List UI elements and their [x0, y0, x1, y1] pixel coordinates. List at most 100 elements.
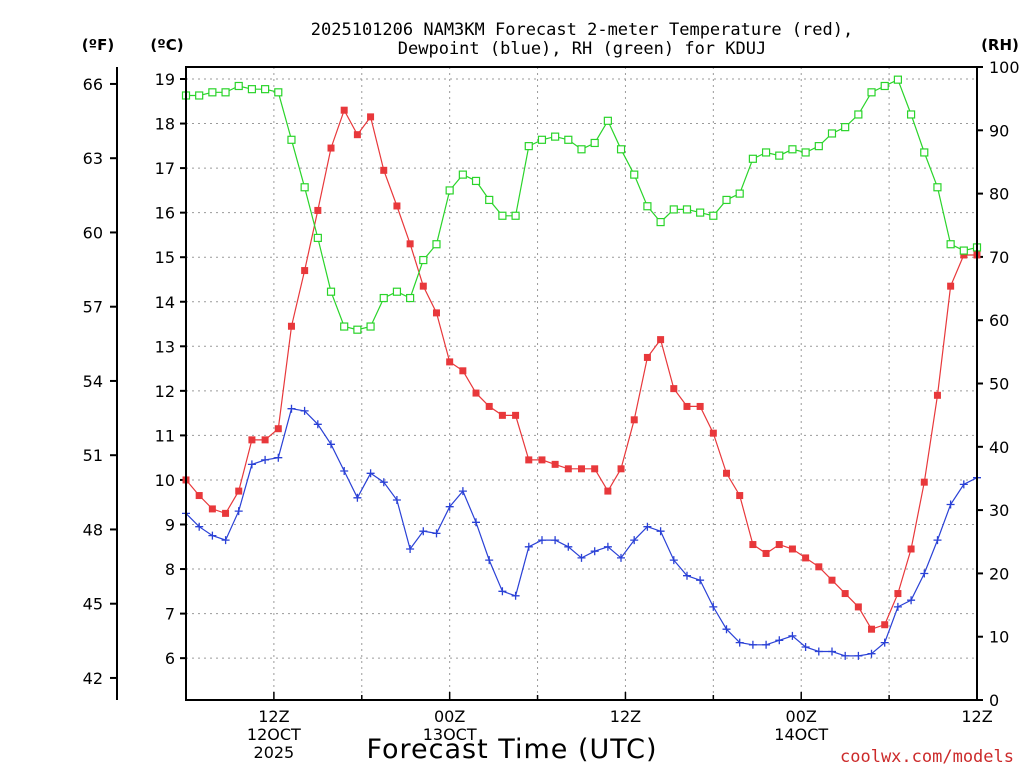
- rh-point: [761, 148, 771, 157]
- temperature-point: [630, 416, 638, 424]
- celsius-tick-label: 12: [155, 382, 175, 401]
- time-tick-label: 2025: [254, 743, 295, 762]
- rh-point: [867, 88, 876, 97]
- temperature-point: [788, 545, 796, 553]
- fahrenheit-tick-label: 60: [83, 223, 103, 242]
- celsius-tick-label: 18: [155, 115, 175, 134]
- dewpoint-point: [524, 542, 533, 551]
- series-dewpoint: [182, 404, 981, 660]
- dewpoint-point: [432, 529, 441, 538]
- temperature-point: [327, 144, 335, 152]
- series-temperature: [182, 106, 981, 633]
- rh-point: [261, 85, 270, 94]
- rh-point: [524, 142, 533, 151]
- rh-point: [432, 240, 441, 249]
- rh-axis: 0 10 20 30 40 50 60 70 80 90 100: [977, 58, 1020, 710]
- temperature-point: [578, 465, 585, 473]
- temperature-point: [406, 240, 414, 248]
- dewpoint-point: [195, 522, 204, 531]
- temperature-point: [604, 487, 612, 495]
- rh-point: [498, 211, 507, 220]
- dewpoint-point: [788, 631, 797, 640]
- rh-point: [577, 145, 586, 154]
- time-tick-label: 12OCT: [247, 725, 301, 744]
- temperature-point: [393, 202, 401, 210]
- rh-point: [959, 246, 968, 255]
- temperature-point: [432, 309, 440, 317]
- dewpoint-point: [379, 478, 388, 487]
- dewpoint-point: [669, 556, 678, 565]
- rh-point: [221, 88, 230, 97]
- temperature-point: [222, 509, 230, 517]
- dewpoint-point: [775, 636, 784, 645]
- temperature-point: [367, 113, 375, 121]
- dewpoint-point: [340, 467, 349, 475]
- time-tick-label: 12Z: [610, 707, 641, 726]
- dewpoint-point: [551, 536, 560, 545]
- dewpoint-point: [445, 502, 454, 511]
- temperature-point: [498, 411, 506, 419]
- rh-point: [603, 116, 612, 125]
- rh-point: [880, 81, 889, 91]
- dewpoint-point: [828, 647, 836, 656]
- rh-tick-label: 100: [989, 58, 1020, 77]
- temperature-point: [723, 469, 731, 477]
- rh-point: [814, 142, 823, 151]
- rh-tick-label: 30: [989, 501, 1009, 520]
- fahrenheit-tick-label: 63: [83, 149, 103, 168]
- dewpoint-point: [564, 542, 573, 551]
- temperature-point: [419, 282, 427, 290]
- dewpoint-point: [261, 455, 270, 464]
- temperature-point: [459, 367, 467, 375]
- rh-point: [735, 189, 744, 198]
- dewpoint-point: [762, 640, 771, 649]
- rh-point: [696, 208, 705, 217]
- temperature-point: [538, 456, 546, 464]
- rh-point: [326, 287, 336, 296]
- rh-point: [801, 148, 810, 157]
- rh-point: [208, 88, 217, 97]
- temperature-point: [709, 429, 717, 437]
- dewpoint-point: [814, 647, 823, 656]
- rh-point: [340, 322, 349, 331]
- dewpoint-point: [406, 545, 415, 553]
- temperature-point: [947, 282, 955, 290]
- temperature-point: [802, 554, 810, 562]
- temperature-point: [683, 402, 691, 410]
- rh-point: [247, 85, 257, 94]
- rh-point: [788, 145, 797, 154]
- temperature-point: [314, 206, 322, 214]
- temperature-point: [248, 436, 256, 444]
- temperature-point: [696, 402, 704, 410]
- dewpoint-point: [907, 596, 916, 605]
- rh-point: [379, 293, 388, 303]
- celsius-tick-label: 16: [155, 204, 175, 223]
- temperature-point: [828, 576, 836, 584]
- dewpoint-point: [511, 591, 520, 600]
- dewpoint-point: [577, 553, 586, 562]
- series-relative-humidity: [181, 75, 982, 334]
- temperature-point: [301, 267, 309, 275]
- dewpoint-point: [313, 420, 322, 429]
- rh-point: [854, 110, 863, 119]
- rh-point: [616, 145, 626, 154]
- time-tick-label: 00Z: [786, 707, 817, 726]
- rh-tick-label: 10: [989, 628, 1009, 647]
- series-layer: [181, 75, 982, 660]
- rh-point: [234, 81, 243, 91]
- rh-point: [669, 205, 678, 214]
- dewpoint-point: [656, 527, 665, 536]
- rh-point: [920, 148, 929, 157]
- rh-point: [353, 325, 362, 334]
- rh-point: [287, 135, 296, 144]
- dewpoint-point: [208, 531, 217, 540]
- time-tick-label: 13OCT: [423, 725, 477, 744]
- dewpoint-point: [617, 553, 625, 562]
- dewpoint-point: [801, 643, 810, 651]
- dewpoint-point: [603, 542, 612, 551]
- dewpoint-point: [880, 638, 889, 647]
- rh-point: [511, 211, 520, 220]
- temperature-point: [525, 456, 533, 464]
